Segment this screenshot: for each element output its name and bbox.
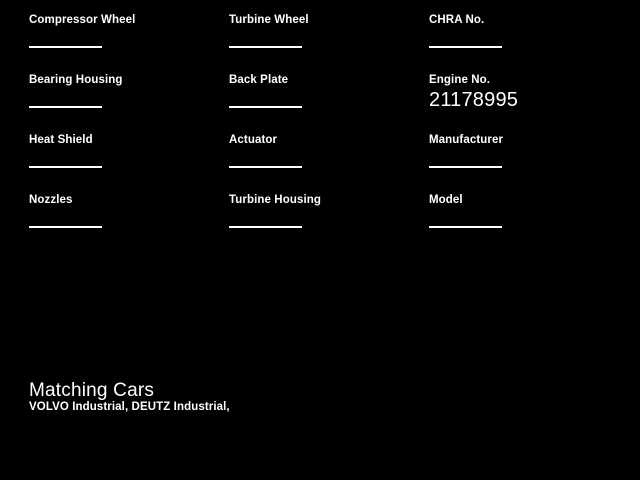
spec-label: Back Plate — [229, 74, 289, 86]
spec-underline — [429, 166, 502, 168]
spec-field-actuator[interactable]: Actuator — [229, 133, 429, 193]
spec-label: Manufacturer — [429, 134, 504, 146]
spec-field-compressor-wheel[interactable]: Compressor Wheel — [29, 13, 229, 73]
spec-underline — [229, 46, 302, 48]
spec-underline — [229, 166, 302, 168]
spec-underline — [29, 46, 102, 48]
spec-underline — [29, 106, 102, 108]
spec-label: Turbine Housing — [229, 194, 322, 206]
specification-grid: Compressor Wheel Turbine Wheel CHRA No. … — [29, 13, 611, 253]
spec-field-turbine-housing[interactable]: Turbine Housing — [229, 193, 429, 253]
spec-label: Bearing Housing — [29, 74, 123, 86]
spec-label: Compressor Wheel — [29, 14, 136, 26]
spec-field-back-plate[interactable]: Back Plate — [229, 73, 429, 133]
spec-label: Turbine Wheel — [229, 14, 309, 26]
spec-label: Model — [429, 194, 463, 206]
spec-underline — [29, 226, 102, 228]
spec-underline — [429, 46, 502, 48]
spec-field-chra-no[interactable]: CHRA No. — [429, 13, 611, 73]
spec-label: Heat Shield — [29, 134, 93, 146]
spec-label: Engine No. — [429, 74, 491, 86]
spec-field-bearing-housing[interactable]: Bearing Housing — [29, 73, 229, 133]
spec-field-turbine-wheel[interactable]: Turbine Wheel — [229, 13, 429, 73]
spec-underline — [29, 166, 102, 168]
spec-field-model[interactable]: Model — [429, 193, 611, 253]
spec-field-engine-no[interactable]: Engine No. 21178995 — [429, 73, 611, 133]
spec-underline — [429, 226, 502, 228]
spec-field-manufacturer[interactable]: Manufacturer — [429, 133, 611, 193]
spec-underline — [229, 226, 302, 228]
spec-underline — [229, 106, 302, 108]
spec-field-nozzles[interactable]: Nozzles — [29, 193, 229, 253]
spec-field-heat-shield[interactable]: Heat Shield — [29, 133, 229, 193]
matching-cars-title: Matching Cars — [29, 380, 155, 401]
spec-label: Nozzles — [29, 194, 73, 206]
spec-label: CHRA No. — [429, 14, 485, 26]
spec-label: Actuator — [229, 134, 278, 146]
matching-cars-section: Matching Cars VOLVO Industrial, DEUTZ In… — [29, 380, 589, 414]
spec-value-engine-no: 21178995 — [429, 89, 519, 111]
matching-cars-list: VOLVO Industrial, DEUTZ Industrial, — [29, 401, 230, 413]
